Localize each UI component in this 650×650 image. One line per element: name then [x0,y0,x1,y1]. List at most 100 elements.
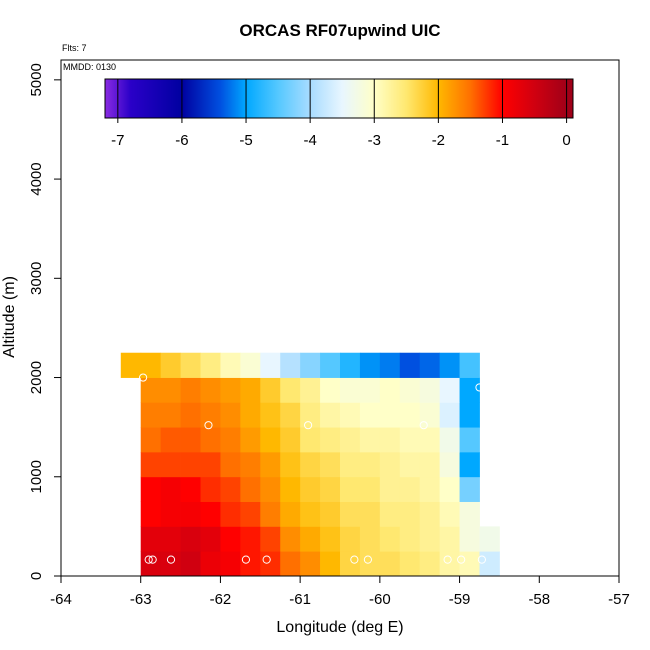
heatmap-cell [280,451,301,478]
heatmap-cell [280,402,301,428]
sample-point [363,555,372,564]
sample-point [204,421,213,430]
heatmap-cell [300,451,321,478]
heatmap-cell [220,451,241,478]
heatmap-cell [240,377,261,403]
heatmap-cell [459,427,480,453]
heatmap-cell [439,526,460,552]
heatmap-cells [120,352,500,577]
sample-point [148,555,157,564]
heatmap-cell [379,551,401,577]
heatmap-cell [300,402,321,428]
heatmap-cell [180,402,201,428]
heatmap-cell [300,377,321,403]
sample-point [477,555,486,564]
heatmap-cell [459,451,480,478]
heatmap-cell [220,551,241,577]
heatmap-cell [140,476,162,502]
heatmap-cell [399,526,421,552]
heatmap-cell [260,526,281,552]
sample-point [457,555,466,564]
heatmap-cell [379,476,401,502]
x-axis: -64 -63 -62 -61 -60 -59 -58 -57 [50,576,630,608]
colorbar-tick-label: -3 [368,132,381,149]
colorbar-tick-label: -7 [111,132,124,149]
heatmap-cell [240,451,261,478]
heatmap-cell [300,526,321,552]
heatmap-cell [439,551,460,577]
heatmap-cell [280,377,301,403]
heatmap-cell [220,526,241,552]
heatmap-cell [419,377,441,403]
heatmap-cell [399,402,421,428]
heatmap-cell [260,402,281,428]
heatmap-cell [379,427,401,453]
heatmap-cell [439,501,460,527]
colorbar-tick-label: -4 [303,132,316,149]
heatmap-cell [180,501,201,527]
x-tick-label: -57 [608,591,630,608]
colorbar-tick-label: -6 [175,132,188,149]
heatmap-cell [240,427,261,453]
heatmap-cell [379,501,401,527]
x-tick-label: -59 [449,591,471,608]
heatmap-cell [200,501,221,527]
heatmap-cell [180,476,201,502]
heatmap-cell [359,427,381,453]
x-tick-label: -63 [130,591,152,608]
heatmap-cell [180,352,201,378]
heatmap-cell [439,402,460,428]
sample-point [166,555,176,564]
date-annotation: MMDD: 0130 [63,62,116,72]
heatmap-cell [140,427,162,453]
heatmap-cell [160,427,181,453]
heatmap-cell [120,352,142,378]
heatmap-cell [379,526,401,552]
heatmap-cell [479,551,500,577]
heatmap-cell [419,451,441,478]
heatmap-cell [419,427,441,453]
heatmap-cell [399,451,421,478]
sample-point [304,421,313,430]
heatmap-cell [439,451,460,478]
heatmap-cell [459,377,480,403]
x-axis-label: Longitude (deg E) [276,619,403,636]
heatmap-cell [359,352,381,378]
y-tick-label: 1000 [28,460,45,493]
heatmap-cell [180,551,201,577]
colorbar-tick-label: -5 [239,132,252,149]
heatmap-cell [359,501,381,527]
heatmap-cell [260,476,281,502]
sample-point [139,373,148,382]
heatmap-cell [260,451,281,478]
sample-point [262,555,271,564]
y-axis: 0 1000 2000 3000 4000 5000 [28,63,61,580]
heatmap-cell [320,402,341,428]
heatmap-cell [439,352,460,378]
heatmap-cell [220,476,241,502]
heatmap-cell [260,427,281,453]
heatmap-cell [160,551,181,577]
heatmap-cell [220,427,241,453]
heatmap-cell [359,377,381,403]
heatmap-cell [220,377,241,403]
sample-point [475,383,484,392]
heatmap-cell [280,551,301,577]
heatmap-cell [340,551,361,577]
heatmap-cell [459,526,480,552]
heatmap-cell [320,501,341,527]
heatmap-cell [240,526,261,552]
x-tick-label: -64 [50,591,72,608]
heatmap-cell [379,377,401,403]
heatmap-cell [340,526,361,552]
colorbar-tick-labels: -7 -6 -5 -4 -3 -2 -1 0 [111,132,571,149]
heatmap-cell [479,526,500,552]
heatmap-cell [459,501,480,527]
heatmap-cell [280,476,301,502]
heatmap-cell [260,551,281,577]
heatmap-cell [160,377,181,403]
colorbar-tick-label: -2 [432,132,445,149]
heatmap-cell [200,352,221,378]
colorbar-tick-label: -1 [496,132,509,149]
